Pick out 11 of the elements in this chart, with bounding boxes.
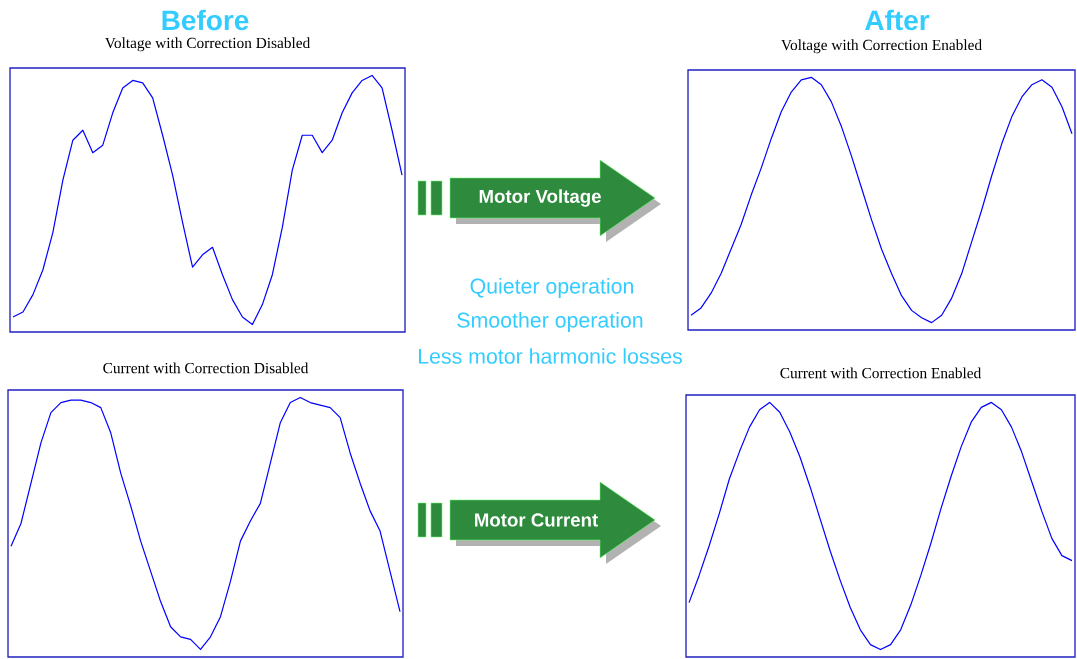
text: Motor Current <box>475 513 598 527</box>
chart-title: Voltage with Correction Disabled <box>104 37 311 52</box>
text: Quieter operation <box>470 278 633 298</box>
chart-title: Voltage with Correction Enabled <box>781 39 982 54</box>
text: Before <box>162 9 249 31</box>
text: After <box>865 9 930 31</box>
text: Motor Voltage <box>479 189 601 207</box>
chart-title: Current with Correction Disabled <box>103 362 309 374</box>
text: Less motor harmonic losses <box>418 348 682 364</box>
chart-title: Current with Correction Enabled <box>780 367 982 379</box>
text: Smoother operation <box>457 312 643 332</box>
